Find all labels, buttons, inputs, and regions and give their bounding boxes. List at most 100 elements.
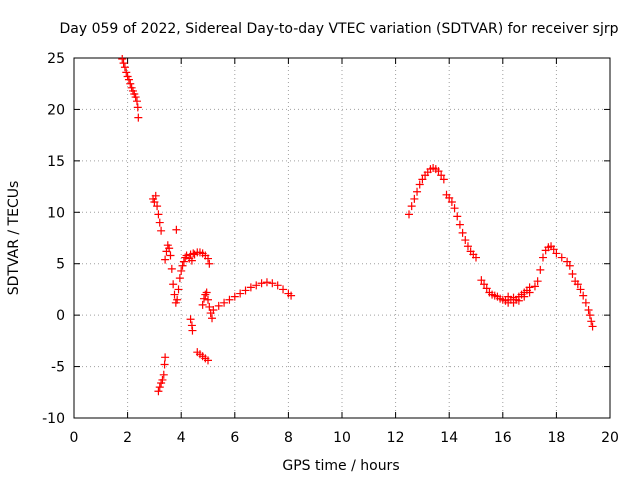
- data-point: [581, 298, 590, 307]
- y-tick-label: 0: [56, 308, 65, 324]
- data-point: [509, 298, 518, 307]
- data-point: [453, 212, 462, 221]
- data-point: [179, 257, 188, 266]
- data-point: [157, 226, 166, 235]
- data-point: [175, 274, 184, 283]
- data-point: [472, 253, 480, 262]
- x-tick-label: 2: [123, 430, 132, 446]
- data-point: [201, 290, 210, 299]
- data-point: [160, 360, 169, 369]
- data-point: [533, 277, 542, 286]
- y-tick-label: 10: [47, 205, 65, 221]
- y-tick-label: -10: [42, 411, 65, 427]
- data-point: [174, 285, 183, 294]
- data-point: [549, 245, 558, 254]
- data-point: [539, 253, 547, 262]
- data-point: [131, 93, 140, 102]
- data-point: [189, 249, 198, 258]
- data-point: [177, 266, 186, 275]
- data-point: [198, 300, 207, 309]
- data-point: [273, 281, 282, 290]
- y-tick-label: 5: [56, 257, 65, 273]
- data-point: [161, 255, 170, 264]
- data-point: [230, 292, 239, 301]
- chart-title: Day 059 of 2022, Sidereal Day-to-day VTE…: [59, 21, 618, 37]
- data-point: [573, 280, 582, 289]
- data-point: [124, 75, 133, 84]
- data-point: [557, 253, 566, 262]
- data-point: [204, 356, 212, 365]
- x-tick-label: 18: [547, 430, 565, 446]
- grid: [74, 58, 610, 418]
- data-point: [214, 301, 223, 310]
- y-tick-label: 20: [47, 102, 65, 118]
- data-point: [568, 270, 577, 278]
- data-point: [118, 55, 127, 64]
- x-tick-label: 8: [284, 430, 293, 446]
- x-tick-label: 10: [333, 430, 351, 446]
- data-point: [167, 264, 176, 273]
- data-point: [584, 306, 593, 314]
- data-point: [413, 187, 422, 196]
- data-point: [530, 282, 539, 291]
- data-point: [169, 280, 178, 289]
- data-point: [241, 286, 250, 295]
- data-point: [159, 370, 168, 379]
- data-point: [262, 278, 271, 287]
- data-point: [552, 249, 561, 258]
- data-point: [477, 276, 486, 285]
- data-point: [246, 283, 255, 292]
- data-point: [257, 279, 266, 288]
- data-point: [154, 387, 163, 396]
- data-point: [208, 314, 217, 323]
- data-series: [118, 55, 597, 396]
- data-point: [120, 63, 129, 72]
- data-point: [126, 79, 135, 88]
- x-tick-label: 6: [230, 430, 239, 446]
- data-point: [188, 326, 197, 335]
- y-tick-label: -5: [51, 360, 65, 376]
- data-point: [178, 261, 187, 270]
- data-point: [268, 279, 277, 288]
- data-point: [134, 113, 143, 122]
- data-point: [153, 202, 162, 211]
- data-point: [407, 202, 416, 211]
- data-point: [410, 194, 419, 203]
- data-point: [202, 288, 211, 297]
- data-point: [170, 290, 179, 299]
- data-point: [536, 265, 545, 274]
- data-point: [445, 193, 454, 202]
- data-point: [154, 210, 163, 219]
- data-point: [122, 68, 131, 77]
- data-point: [209, 306, 218, 314]
- data-point: [279, 285, 288, 294]
- y-axis-label: SDTVAR / TECUs: [6, 181, 22, 296]
- data-point: [520, 292, 529, 301]
- x-tick-label: 12: [387, 430, 405, 446]
- x-tick-label: 16: [494, 430, 512, 446]
- x-axis-label: GPS time / hours: [282, 458, 399, 474]
- data-point: [236, 289, 245, 298]
- data-point: [450, 204, 459, 213]
- data-point: [155, 383, 164, 392]
- data-point: [204, 295, 212, 304]
- data-point: [150, 198, 159, 206]
- data-point: [173, 295, 182, 304]
- data-point: [161, 353, 170, 362]
- data-point: [204, 254, 212, 263]
- x-tick-label: 20: [601, 430, 619, 446]
- data-point: [187, 256, 196, 265]
- data-point: [287, 291, 296, 300]
- data-point: [158, 375, 167, 384]
- data-point: [252, 281, 261, 290]
- y-tick-label: 15: [47, 154, 65, 170]
- data-point: [482, 284, 491, 293]
- data-point: [119, 59, 128, 68]
- data-point: [458, 228, 467, 237]
- data-point: [165, 244, 174, 253]
- data-point: [405, 210, 413, 219]
- data-point: [563, 257, 572, 266]
- data-point: [514, 296, 523, 305]
- data-point: [504, 292, 513, 301]
